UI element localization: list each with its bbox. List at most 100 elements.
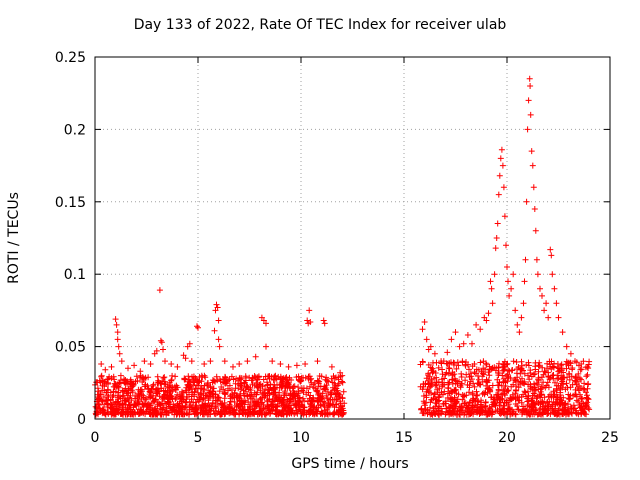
y-tick-label: 0.05 [55,340,86,356]
band-point [173,411,180,418]
band-point [469,403,476,410]
band-point [182,399,189,406]
data-point [487,278,494,285]
band-point [150,381,157,388]
band-point [173,394,180,401]
data-point [201,361,208,367]
band-point [278,400,285,407]
band-point [138,395,145,402]
band-point [463,371,470,378]
band-point [578,395,585,402]
band-point [318,373,325,380]
band-point [301,404,308,411]
band-point [101,409,108,416]
band-point [577,391,583,398]
band-point [555,368,562,375]
band-point [556,365,563,372]
band-point [470,411,477,418]
data-point [339,372,346,379]
band-point [301,410,308,417]
band-point [541,368,548,375]
band-point [137,406,144,413]
band-point [443,369,450,376]
data-point [306,307,313,314]
band-point [331,375,338,382]
band-point [267,408,274,415]
band-point [454,359,461,366]
band-point [321,383,328,390]
band-point [283,374,290,381]
band-point [314,377,321,384]
band-point [337,408,344,415]
data-point [236,361,243,367]
band-point [531,387,538,394]
band-point [525,359,532,366]
band-point [191,391,197,398]
band-point [566,376,573,383]
band-point [296,398,303,404]
band-point [243,374,249,381]
band-point [502,383,509,390]
data-point [113,321,120,328]
data-point [553,300,560,307]
data-point [419,326,426,333]
band-point [433,396,440,403]
band-point [238,386,244,393]
data-point [321,320,328,327]
band-point [221,379,228,386]
band-point [215,394,222,401]
band-point [338,410,345,416]
data-point [534,271,541,278]
band-point [583,373,590,380]
band-point [173,382,180,389]
band-point [294,410,301,417]
band-point [340,388,347,395]
band-point [194,409,200,416]
band-point [563,380,570,387]
band-point [198,378,205,385]
band-point [331,380,338,387]
band-point [577,404,584,411]
band-point [538,391,545,398]
band-point [180,390,187,396]
band-point [504,408,511,415]
band-point [546,376,553,383]
band-point [160,374,167,381]
band-point [157,385,164,392]
x-tick-label: 0 [91,430,100,446]
band-point [201,382,208,389]
band-point [569,365,576,371]
band-point [583,389,589,396]
band-point [333,390,340,397]
band-point [146,388,153,395]
band-point [532,407,539,414]
band-point [167,405,174,412]
data-point [529,162,536,169]
band-point [445,384,451,391]
band-point [146,393,153,400]
band-point [500,367,507,374]
data-point [244,358,251,365]
band-point [542,369,549,376]
band-point [474,398,481,405]
data-point [444,349,451,356]
band-point [227,398,234,405]
band-point [446,360,453,367]
data-point [521,278,528,285]
band-point [442,400,449,407]
band-point [444,390,451,397]
data-point [523,198,530,205]
band-point [530,400,537,407]
band-point [138,388,145,395]
data-point [277,361,284,367]
band-point [310,398,317,405]
band-point [459,404,466,411]
data-point [116,350,123,357]
band-point [456,411,463,418]
band-point [439,383,446,390]
data-point [508,285,515,292]
band-point [463,359,469,365]
band-point [481,389,487,396]
band-point [200,394,207,401]
data-point [489,300,496,307]
